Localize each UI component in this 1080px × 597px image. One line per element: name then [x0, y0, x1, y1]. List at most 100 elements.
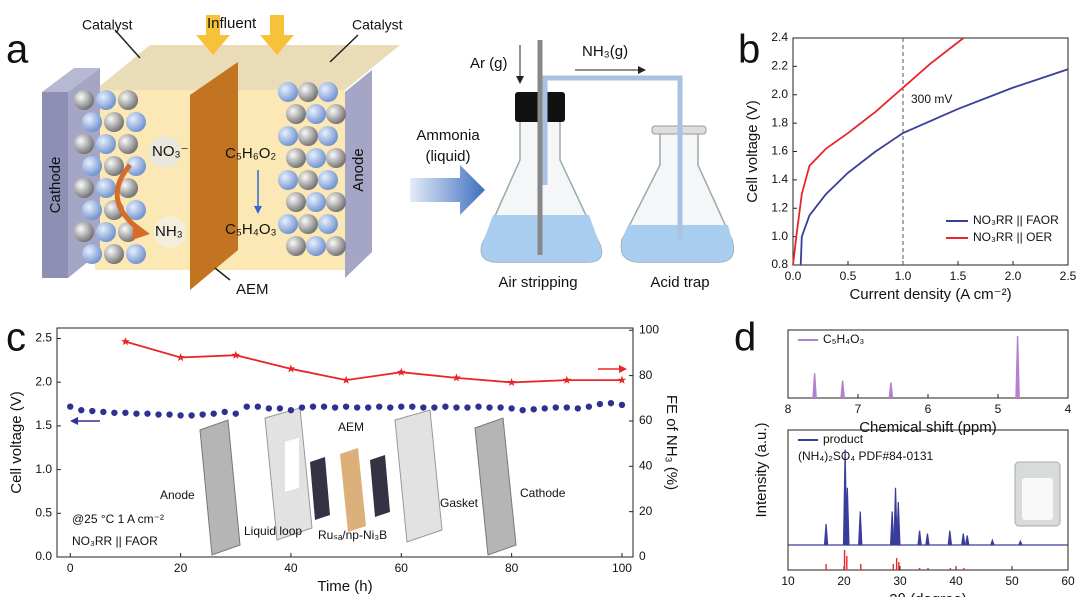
point — [331, 404, 339, 411]
y2-axis-label: FE of NH₃ (%) — [663, 395, 680, 490]
star-marker — [452, 373, 461, 382]
x-tick-label: 0.0 — [785, 269, 802, 283]
sphere — [326, 236, 346, 256]
point — [574, 405, 582, 412]
series-line — [125, 340, 622, 384]
y-tick-label: 0.5 — [35, 505, 52, 519]
x-tick-label: 10 — [781, 574, 795, 588]
x-tick-label: 4 — [1065, 402, 1072, 416]
point — [607, 399, 615, 407]
point — [364, 404, 372, 411]
gasket — [394, 409, 443, 543]
membrane — [340, 448, 366, 532]
sphere — [74, 90, 94, 110]
legend-label: C₅H₄O₃ — [823, 332, 864, 346]
x-tick-label: 1.5 — [950, 269, 967, 283]
y-tick-label: 2.0 — [771, 87, 788, 101]
legend-label: NO₃RR || OER — [973, 230, 1052, 244]
sphere — [298, 214, 318, 234]
point — [276, 405, 284, 412]
point — [409, 403, 416, 410]
sphere — [278, 82, 298, 102]
label: Air stripping — [498, 274, 577, 291]
sphere — [278, 170, 298, 190]
label: Influent — [207, 15, 257, 32]
plate — [474, 417, 517, 556]
schematic — [42, 15, 735, 290]
sphere — [82, 156, 102, 176]
sphere — [298, 126, 318, 146]
point — [519, 406, 526, 414]
ion-bubble — [149, 136, 181, 168]
catalyst-spheres — [74, 82, 346, 264]
sphere — [286, 104, 306, 124]
label: C₅H₆O₂ — [225, 145, 276, 162]
plot-frame — [56, 327, 634, 558]
peak — [925, 533, 930, 546]
point — [144, 410, 151, 417]
peak — [823, 523, 829, 546]
point — [265, 405, 273, 412]
x-tick-label: 0.5 — [840, 269, 857, 283]
peak — [812, 373, 817, 399]
x-tick-label: 60 — [395, 561, 409, 575]
point — [188, 412, 195, 419]
x-tick-label: 5 — [995, 402, 1002, 416]
sphere — [96, 90, 116, 110]
point — [464, 404, 471, 411]
x-tick-label: 1.0 — [895, 269, 912, 283]
sphere — [306, 148, 326, 168]
label: NH₃ — [155, 223, 183, 240]
conversion-arrow — [114, 163, 142, 232]
point — [508, 405, 515, 412]
y-axis-label: Intensity (a.u.) — [753, 422, 770, 517]
point — [199, 411, 206, 418]
point — [486, 404, 493, 411]
point — [309, 403, 317, 410]
x-tick-label: 20 — [837, 574, 851, 588]
y2-tick-label: 100 — [639, 322, 659, 336]
point — [342, 403, 350, 410]
sphere — [104, 156, 124, 176]
peak — [889, 511, 895, 546]
anode-side — [345, 70, 372, 278]
point — [133, 410, 140, 417]
peak — [961, 533, 966, 546]
sphere — [286, 192, 306, 212]
point — [221, 408, 228, 416]
pointer — [329, 34, 359, 63]
x-tick-label: 50 — [1005, 574, 1019, 588]
pointer — [214, 267, 231, 281]
peak — [990, 538, 995, 546]
y-axis-label: Cell voltage (V) — [744, 100, 761, 203]
point — [497, 404, 504, 411]
sphere — [318, 214, 338, 234]
label: Ammonia — [416, 127, 480, 144]
label: Cathode — [47, 157, 64, 214]
point — [353, 404, 361, 411]
point — [210, 410, 217, 417]
flask-liquid — [621, 225, 734, 262]
x-tick-label: 6 — [925, 402, 932, 416]
sphere — [326, 148, 346, 168]
plate — [199, 419, 241, 556]
x-tick-label: 20 — [174, 561, 188, 575]
point — [111, 409, 118, 416]
annotation: NO₃RR || FAOR — [72, 534, 158, 548]
point — [100, 408, 107, 416]
point — [475, 403, 482, 410]
arrowhead — [132, 222, 150, 240]
cathode-top — [42, 68, 100, 92]
star-marker — [286, 364, 296, 373]
x-axis-label: 2θ (degree) — [889, 591, 967, 597]
peak — [840, 380, 845, 399]
influent-arrow — [196, 15, 230, 55]
point — [387, 404, 394, 411]
y2-tick-label: 0 — [639, 549, 646, 563]
sphere — [74, 178, 94, 198]
x-tick-label: 2.5 — [1060, 269, 1077, 283]
sphere — [118, 178, 138, 198]
sphere — [126, 200, 146, 220]
label: Ar (g) — [470, 55, 508, 72]
